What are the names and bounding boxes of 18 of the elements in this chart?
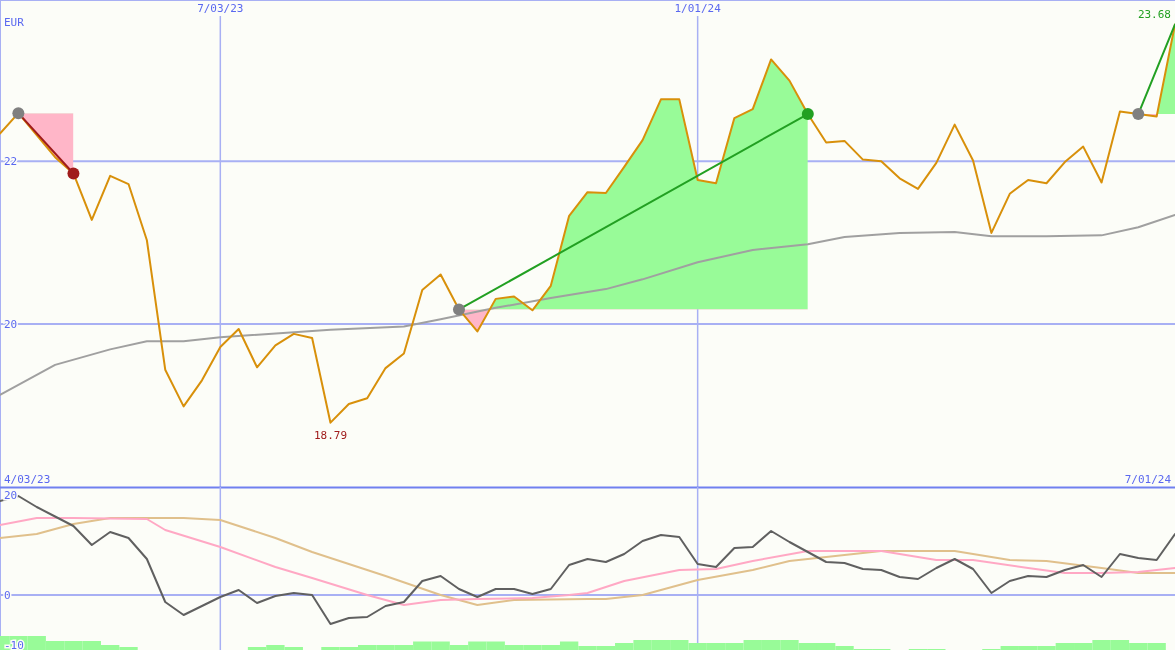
x-tick-label: 7/03/23	[197, 2, 244, 15]
annotation: 23.68	[1137, 8, 1171, 22]
line-series	[0, 517, 1175, 606]
point	[1132, 108, 1145, 121]
annotation: 4/03/23	[4, 473, 51, 486]
annotation: 7/01/24	[1124, 473, 1172, 486]
point	[67, 167, 80, 180]
line-series	[0, 214, 1175, 396]
y-tick-label: 0	[4, 588, 11, 602]
point	[801, 108, 814, 121]
x-tick-label: 1/01/24	[674, 2, 722, 15]
annotation: 18.79	[313, 428, 348, 442]
y-axis-title: EUR	[4, 16, 25, 29]
y-tick-label: -10	[4, 638, 24, 650]
y-tick-label: 20	[4, 317, 18, 331]
y-tick-label: 22	[4, 155, 18, 169]
point	[452, 303, 465, 316]
point	[12, 107, 25, 120]
